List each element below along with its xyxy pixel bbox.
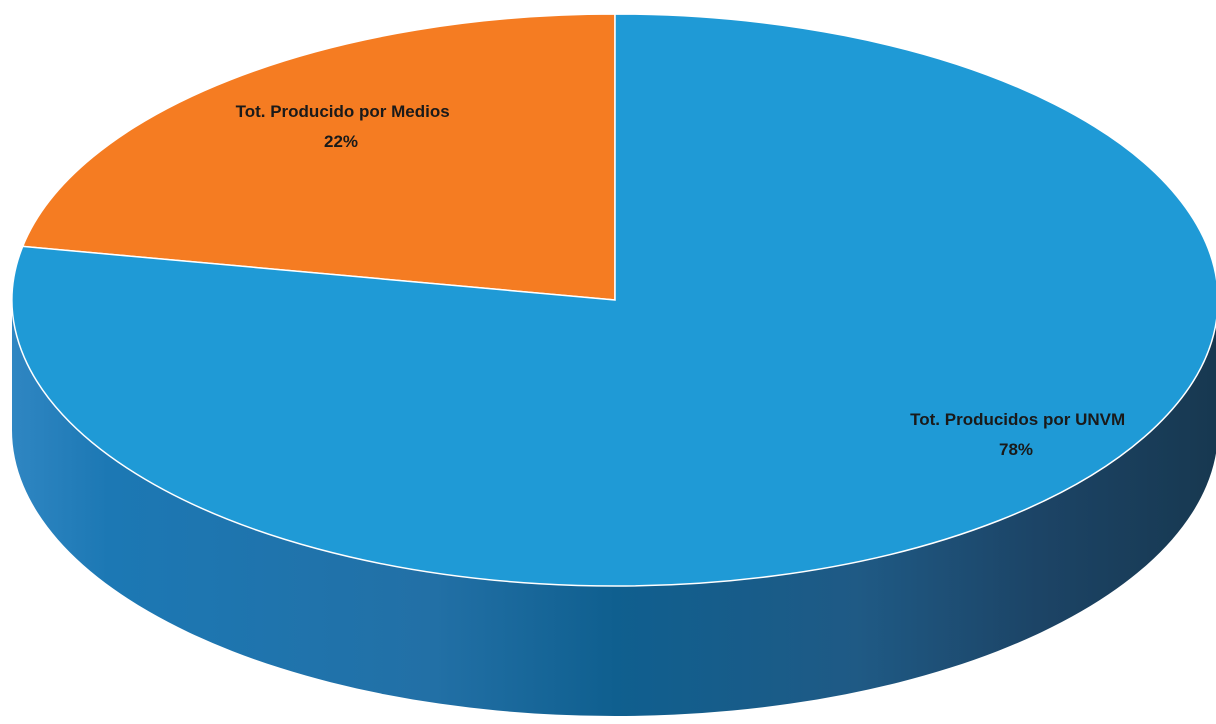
pie-side-layer bbox=[12, 300, 1216, 716]
slice-label-unvm-percent: 78% bbox=[999, 440, 1033, 459]
pie-top-layer bbox=[11, 13, 1216, 587]
slice-label-unvm-name: Tot. Producidos por UNVM bbox=[910, 410, 1125, 429]
pie-label-layer: Tot. Producido por Medios 22% Tot. Produ… bbox=[236, 102, 1130, 459]
pie-slice-unvm bbox=[11, 13, 1216, 587]
pie-side-wall bbox=[12, 300, 1216, 716]
slice-label-medios: Tot. Producido por Medios 22% bbox=[236, 102, 455, 151]
slice-label-medios-name: Tot. Producido por Medios bbox=[236, 102, 450, 121]
pie-slice-medios bbox=[21, 13, 616, 301]
slice-label-unvm: Tot. Producidos por UNVM 78% bbox=[910, 410, 1130, 459]
slice-label-medios-percent: 22% bbox=[324, 132, 358, 151]
